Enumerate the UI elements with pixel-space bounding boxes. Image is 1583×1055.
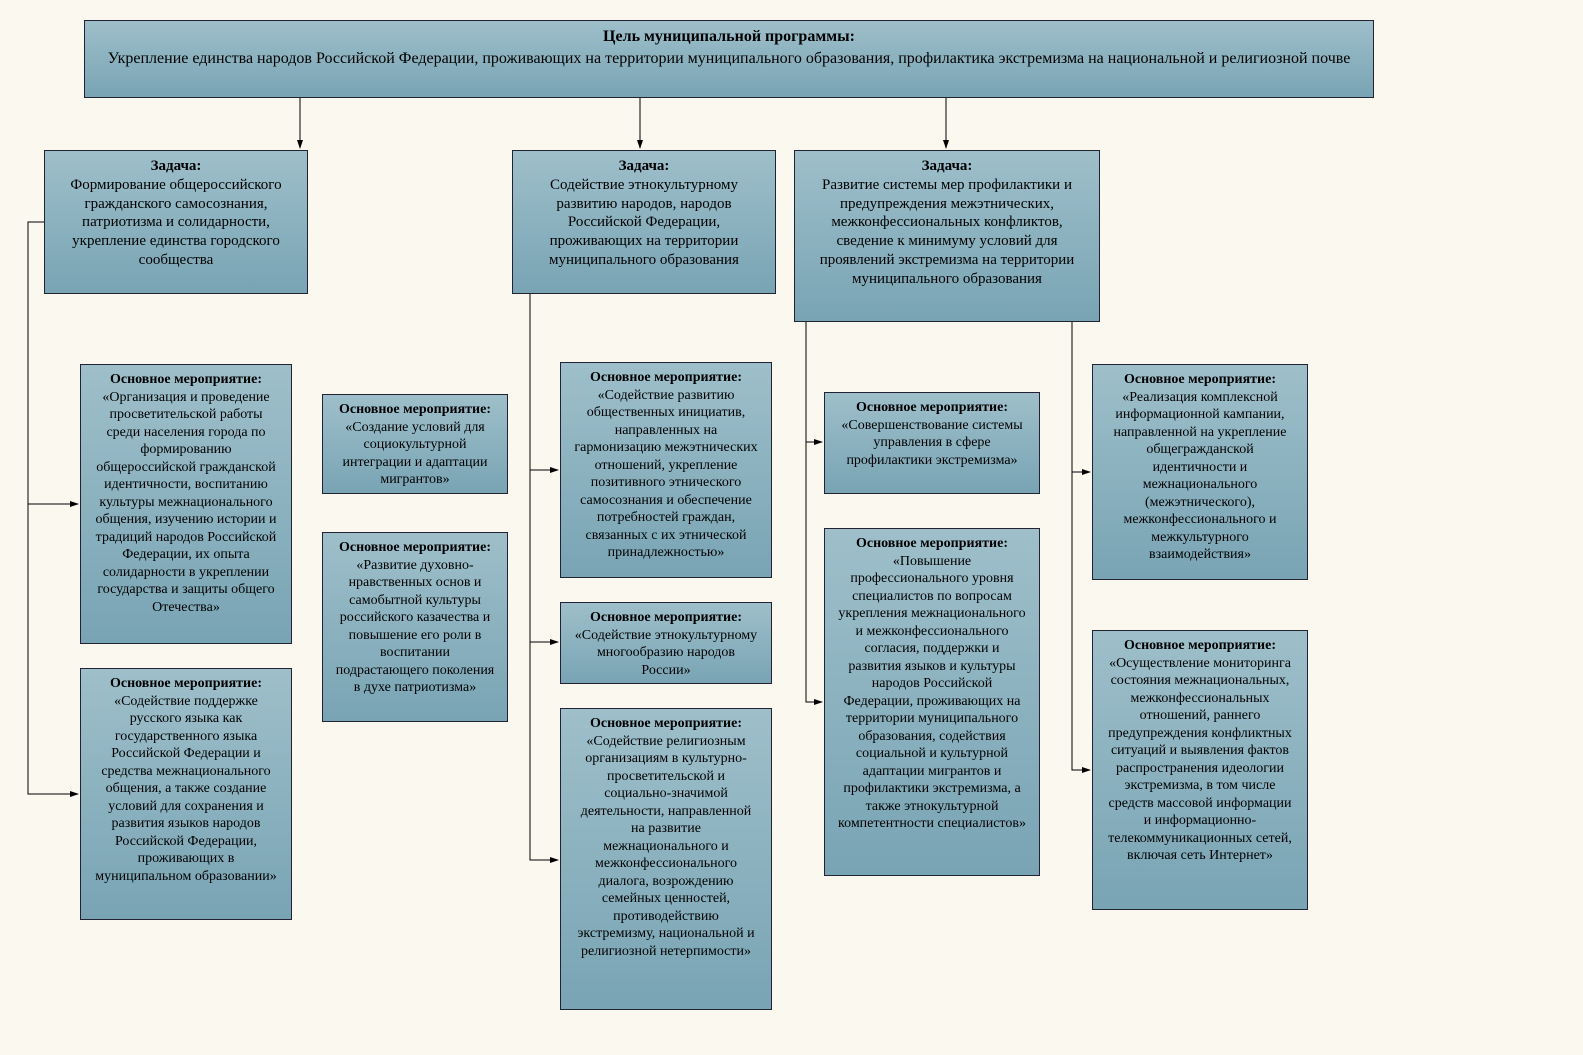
event-box: Основное мероприятие:«Развитие духовно-н… bbox=[322, 532, 508, 722]
event-text: «Реализация комплексной информационной к… bbox=[1105, 389, 1295, 564]
goal-box: Цель муниципальной программы: Укрепление… bbox=[84, 20, 1374, 98]
event-text: «Совершенствование системы управления в … bbox=[837, 417, 1027, 470]
event-box: Основное мероприятие:«Содействие развити… bbox=[560, 362, 772, 578]
event-label: Основное мероприятие: bbox=[93, 675, 279, 693]
event-text: «Создание условий для социокультурной ин… bbox=[335, 419, 495, 489]
event-label: Основное мероприятие: bbox=[573, 715, 759, 733]
task-text: Формирование общероссийского гражданског… bbox=[57, 176, 295, 270]
task-label: Задача: bbox=[57, 157, 295, 176]
task-box: Задача:Содействие этнокультурному развит… bbox=[512, 150, 776, 294]
event-text: «Повышение профессионального уровня спец… bbox=[837, 553, 1027, 833]
event-text: «Содействие развитию общественных инициа… bbox=[573, 387, 759, 562]
event-text: «Осуществление мониторинга состояния меж… bbox=[1105, 655, 1295, 865]
event-text: «Содействие религиозным организациям в к… bbox=[573, 733, 759, 961]
task-label: Задача: bbox=[807, 157, 1087, 176]
event-box: Основное мероприятие:«Повышение професси… bbox=[824, 528, 1040, 876]
event-label: Основное мероприятие: bbox=[837, 399, 1027, 417]
event-box: Основное мероприятие:«Осуществление мони… bbox=[1092, 630, 1308, 910]
event-text: «Содействие этнокультурному многообразию… bbox=[573, 627, 759, 680]
event-box: Основное мероприятие:«Реализация комплек… bbox=[1092, 364, 1308, 580]
event-label: Основное мероприятие: bbox=[573, 369, 759, 387]
event-box: Основное мероприятие:«Содействие религио… bbox=[560, 708, 772, 1010]
task-box: Задача:Формирование общероссийского граж… bbox=[44, 150, 308, 294]
task-text: Развитие системы мер профилактики и пред… bbox=[807, 176, 1087, 289]
event-text: «Содействие поддержке русского языка как… bbox=[93, 693, 279, 886]
event-label: Основное мероприятие: bbox=[93, 371, 279, 389]
goal-label: Цель муниципальной программы: bbox=[97, 27, 1361, 47]
task-label: Задача: bbox=[525, 157, 763, 176]
event-text: «Организация и проведение просветительск… bbox=[93, 389, 279, 617]
goal-text: Укрепление единства народов Российской Ф… bbox=[108, 50, 1351, 67]
event-label: Основное мероприятие: bbox=[335, 539, 495, 557]
event-label: Основное мероприятие: bbox=[1105, 637, 1295, 655]
event-label: Основное мероприятие: bbox=[1105, 371, 1295, 389]
event-box: Основное мероприятие:«Организация и пров… bbox=[80, 364, 292, 644]
event-box: Основное мероприятие:«Содействие поддерж… bbox=[80, 668, 292, 920]
event-text: «Развитие духовно-нравственных основ и с… bbox=[335, 557, 495, 697]
event-label: Основное мероприятие: bbox=[573, 609, 759, 627]
task-box: Задача:Развитие системы мер профилактики… bbox=[794, 150, 1100, 322]
event-label: Основное мероприятие: bbox=[837, 535, 1027, 553]
event-box: Основное мероприятие:«Совершенствование … bbox=[824, 392, 1040, 494]
event-box: Основное мероприятие:«Содействие этнокул… bbox=[560, 602, 772, 684]
event-label: Основное мероприятие: bbox=[335, 401, 495, 419]
event-box: Основное мероприятие:«Создание условий д… bbox=[322, 394, 508, 494]
task-text: Содействие этнокультурному развитию наро… bbox=[525, 176, 763, 270]
